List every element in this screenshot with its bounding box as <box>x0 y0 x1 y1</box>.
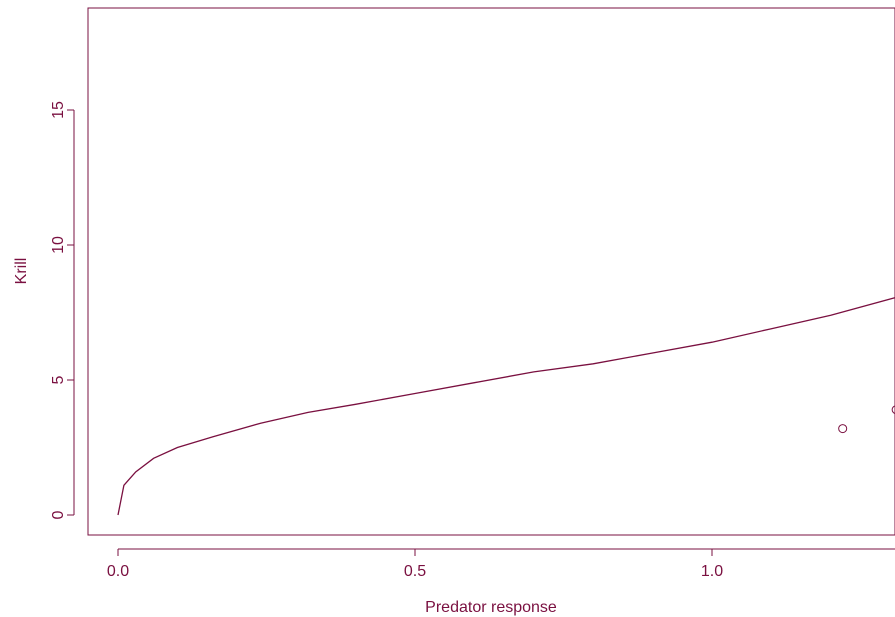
data-points <box>838 405 895 434</box>
y-tick-label: 5 <box>50 375 67 384</box>
x-tick-label: 0.0 <box>107 563 129 580</box>
data-point <box>891 405 895 415</box>
curves <box>117 297 895 516</box>
plot-frame <box>87 7 895 536</box>
fitted-curve <box>117 297 895 516</box>
y-axis-label: Krill <box>13 258 30 285</box>
y-tick-label: 10 <box>50 236 67 254</box>
x-tick-label: 1.0 <box>701 563 723 580</box>
y-tick-label: 0 <box>50 510 67 519</box>
y-tick-label: 15 <box>50 101 67 119</box>
y-axis: 0 5 10 15 <box>50 101 75 519</box>
x-axis: 0.00.51.01.52.02.5 <box>107 548 895 580</box>
x-tick-label: 0.5 <box>404 563 426 580</box>
data-point <box>838 424 848 434</box>
x-axis-label: Predator response <box>425 599 557 616</box>
